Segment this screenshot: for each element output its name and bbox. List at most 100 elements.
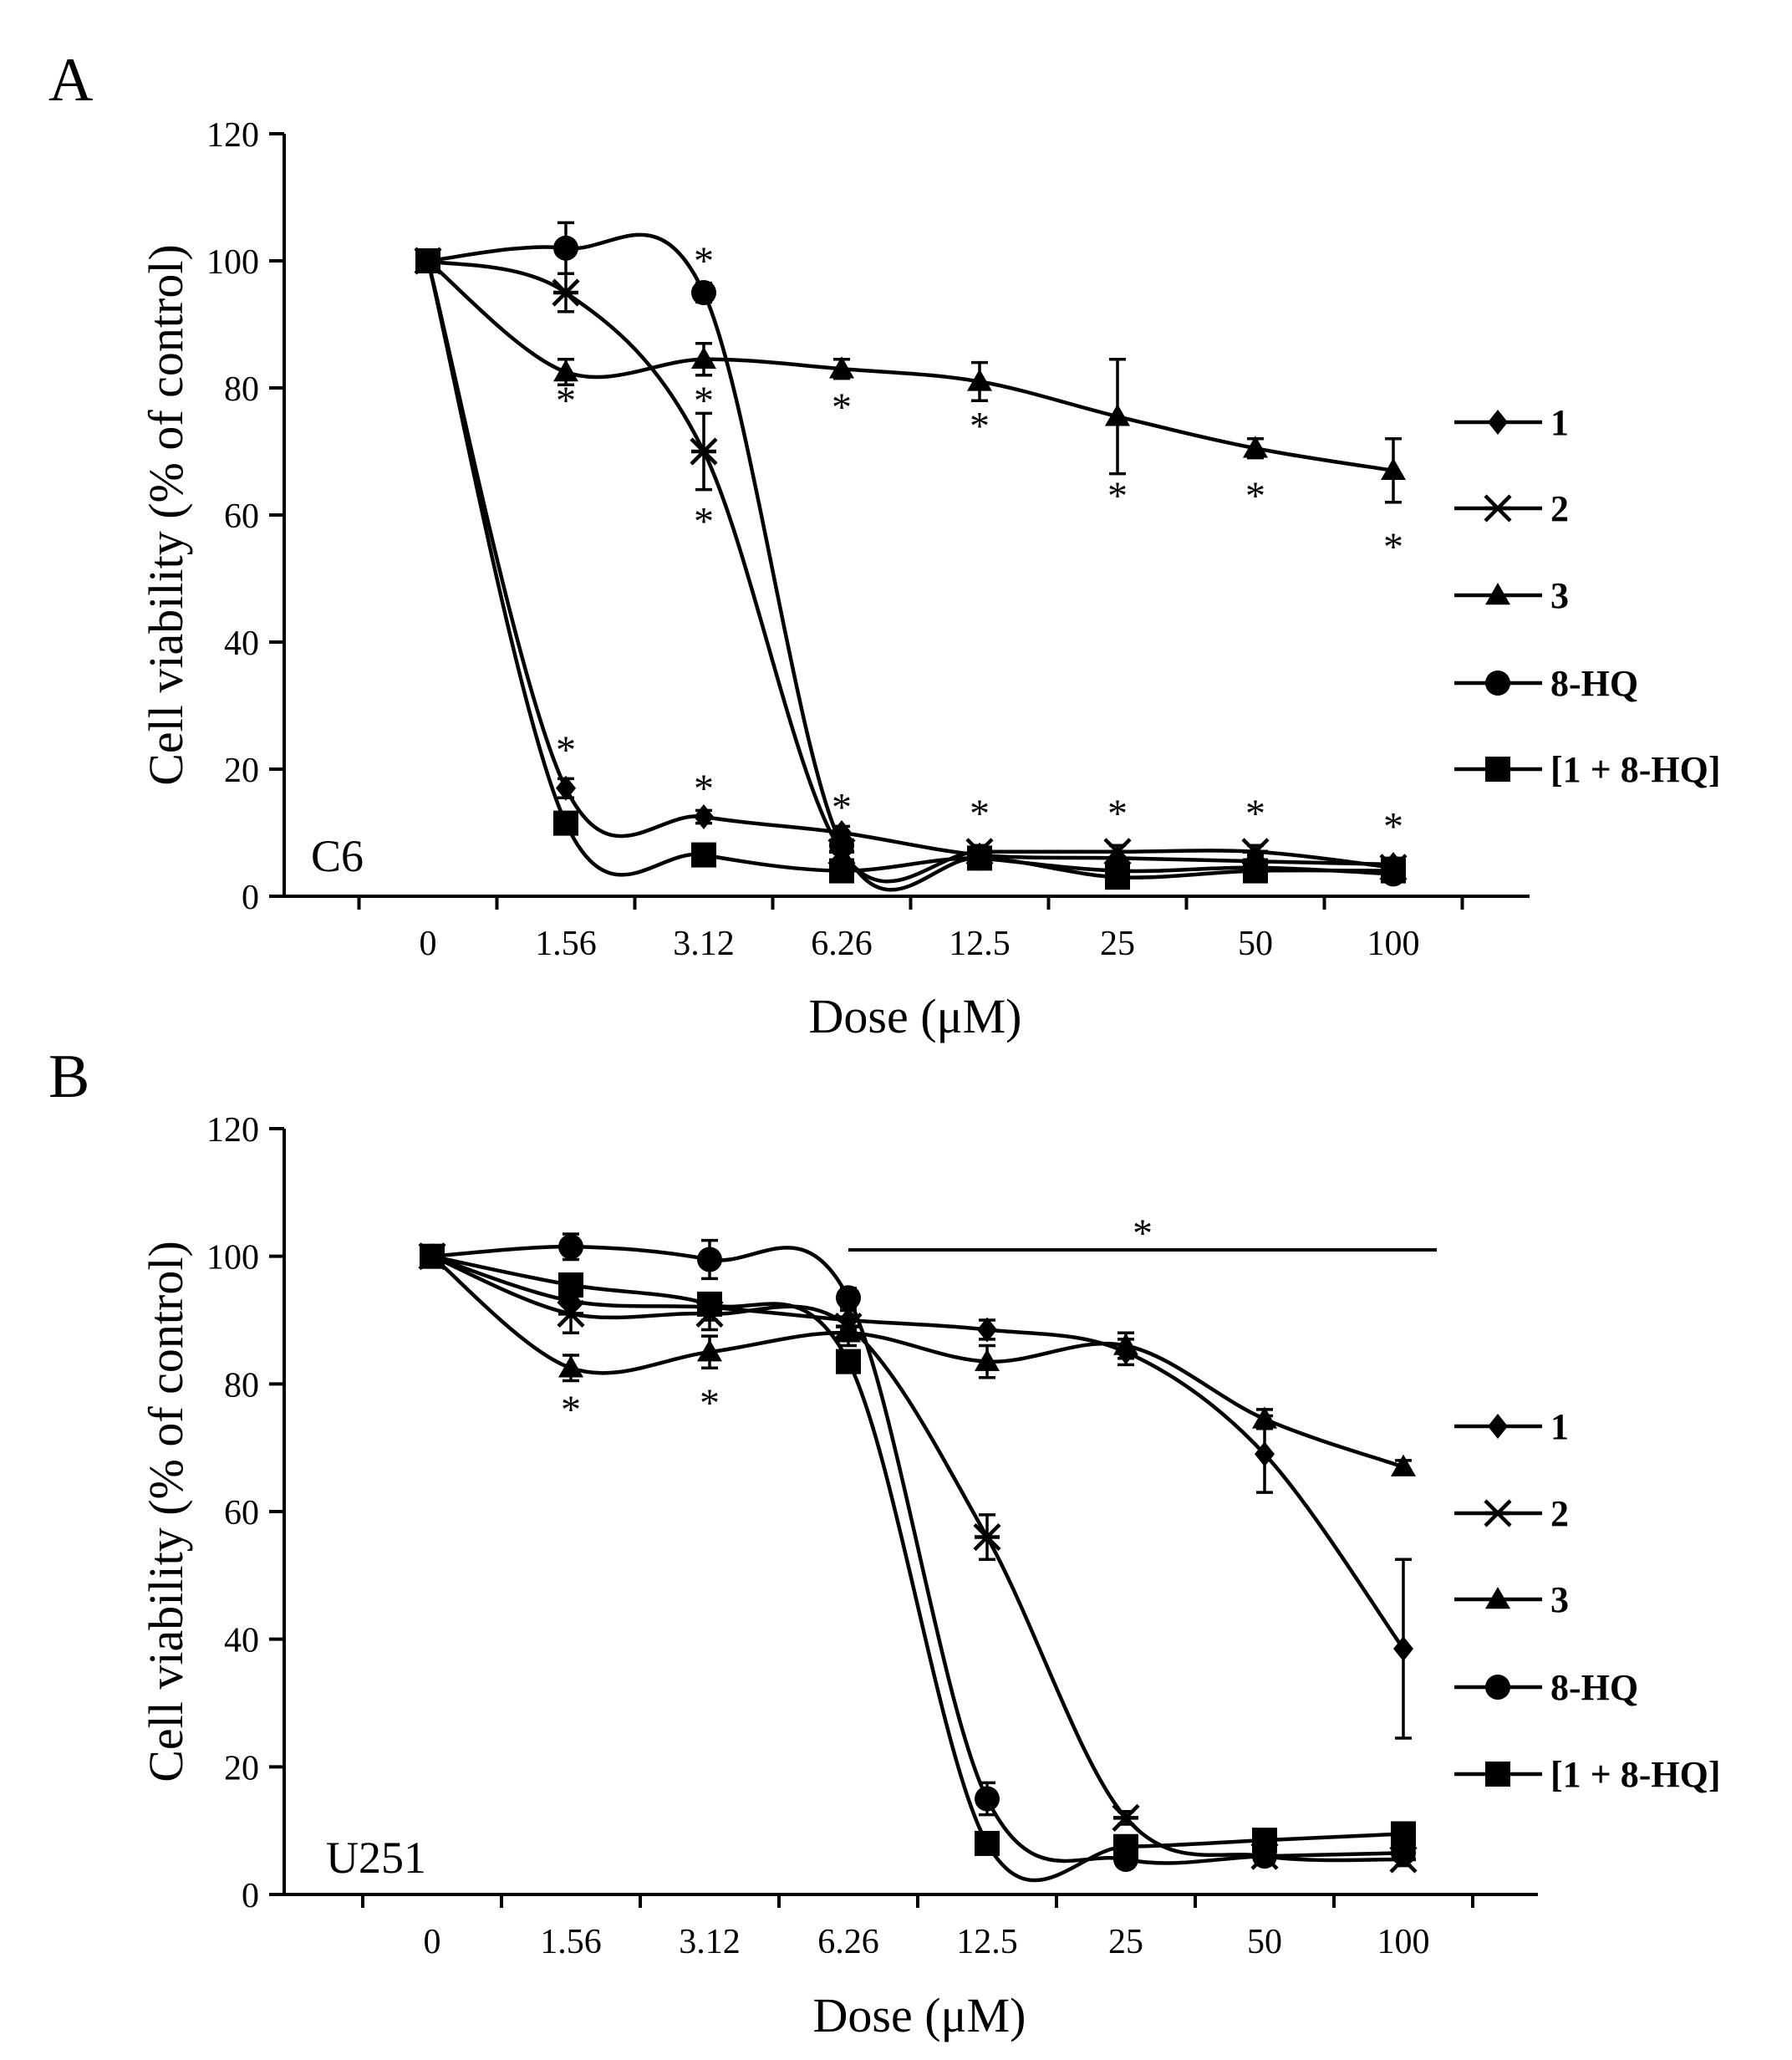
significance-asterisk: * [694, 379, 714, 423]
legend-marker [1485, 1587, 1510, 1609]
panel-b: B 0 20 40 60 80 100 120 0 1.56 3.12 6.26 12.5 25 50 100… [48, 1043, 1720, 2042]
data-point [420, 1243, 445, 1269]
data-point [1113, 1833, 1138, 1859]
significance-asterisk: * [556, 379, 576, 423]
x-tick-label: 1.56 [540, 1923, 602, 1961]
significance-asterisk: * [694, 239, 714, 283]
series-line [431, 1254, 1404, 1863]
y-tick-label: 60 [224, 497, 259, 536]
significance-asterisk: * [1383, 525, 1403, 569]
y-tick-label: 40 [224, 625, 259, 663]
data-point [829, 356, 854, 379]
legend-marker [1484, 1499, 1512, 1527]
y-axis-label: Cell viability (% of control) [139, 244, 193, 786]
legend-marker [1488, 410, 1508, 435]
x-tick-label: 25 [1108, 1923, 1143, 1961]
panel-letter: B [48, 1043, 89, 1111]
x-tick-label: 50 [1247, 1923, 1282, 1961]
x-tick-label: 50 [1238, 925, 1273, 963]
data-point [691, 842, 716, 868]
data-point [975, 1349, 1000, 1371]
legend-label: [1 + 8-HQ] [1550, 749, 1720, 790]
y-tick-label: 100 [206, 243, 259, 282]
x-tick-label: 100 [1367, 925, 1420, 963]
x-tick-label: 3.12 [673, 925, 735, 963]
legend-label: 1 [1550, 1406, 1569, 1447]
significance-asterisk: * [700, 1381, 720, 1425]
panel-a: A 0 20 40 60 80 100 120 0 1.56 3.12 6.26 12.5 25 50 100… [48, 46, 1720, 1043]
significance-asterisk: * [1107, 474, 1128, 518]
x-tick-label: 0 [420, 925, 437, 963]
legend-item: 8-HQ [1454, 1667, 1638, 1708]
legend-label: 3 [1550, 575, 1569, 616]
data-point [1252, 1406, 1277, 1429]
data-point [690, 437, 718, 466]
significance-asterisk: * [694, 767, 714, 811]
x-tick-label: 1.56 [535, 925, 597, 963]
cell-line-label: U251 [326, 1833, 426, 1883]
legend-item: [1 + 8-HQ] [1454, 1754, 1720, 1795]
legend-marker [1488, 1414, 1508, 1439]
significance-asterisk: * [561, 1388, 581, 1432]
data-point [967, 369, 992, 391]
x-tick-label: 100 [1377, 1923, 1430, 1961]
data-point [1103, 838, 1132, 866]
data-point [697, 1247, 722, 1272]
significance-asterisk: * [556, 728, 576, 772]
data-point [1391, 1840, 1416, 1866]
legend-label: 1 [1550, 402, 1569, 443]
data-point [415, 248, 440, 273]
significance-asterisk: * [970, 792, 990, 836]
legend-marker [1485, 757, 1510, 782]
legend-label: 8-HQ [1550, 663, 1638, 704]
legend-marker [1485, 671, 1510, 696]
data-point [836, 1349, 861, 1374]
y-tick-label: 80 [224, 370, 259, 409]
y-tick-label: 20 [224, 1749, 259, 1787]
data-point [1381, 858, 1406, 884]
data-point [558, 1355, 583, 1378]
significance-asterisk: * [832, 385, 852, 430]
x-tick-label: 6.26 [817, 1923, 879, 1961]
data-point [1105, 404, 1130, 426]
significance-asterisk: * [970, 405, 990, 449]
series-4 [420, 1232, 1416, 1873]
significance-asterisk: * [1107, 792, 1128, 836]
significance-asterisk: * [1383, 804, 1403, 849]
legend-label: 2 [1550, 1493, 1569, 1534]
data-point [553, 810, 578, 836]
legend-label: 3 [1550, 1579, 1569, 1620]
data-point [691, 280, 716, 305]
series-line [431, 1244, 1404, 1865]
significance-asterisk: * [1245, 792, 1265, 836]
x-tick-label: 12.5 [949, 925, 1011, 963]
data-point [1112, 1803, 1140, 1832]
data-point [557, 1299, 585, 1328]
legend-item: 8-HQ [1454, 663, 1638, 704]
data-point [697, 1291, 722, 1317]
x-tick-label: 3.12 [679, 1923, 741, 1961]
y-tick-label: 80 [224, 1366, 259, 1405]
data-point [694, 804, 714, 829]
legend-marker [1485, 1675, 1510, 1700]
series-5 [420, 1243, 1416, 1883]
significance-asterisk: * [832, 786, 852, 830]
data-point [973, 1522, 1001, 1552]
series-1 [418, 248, 1403, 877]
data-point [975, 1786, 1000, 1812]
data-point [553, 359, 578, 382]
data-point [558, 1234, 583, 1260]
data-point [829, 833, 854, 859]
data-point [836, 1320, 861, 1343]
data-point [1243, 436, 1268, 458]
data-point [1255, 1441, 1275, 1467]
data-point [836, 1285, 861, 1311]
data-point [697, 1339, 722, 1362]
x-tick-label: 0 [424, 1923, 441, 1961]
y-tick-label: 40 [224, 1622, 259, 1660]
legend-item: 3 [1454, 1579, 1569, 1620]
legend-item: 1 [1454, 1406, 1569, 1447]
y-tick-label: 20 [224, 752, 259, 790]
data-point [552, 278, 580, 307]
